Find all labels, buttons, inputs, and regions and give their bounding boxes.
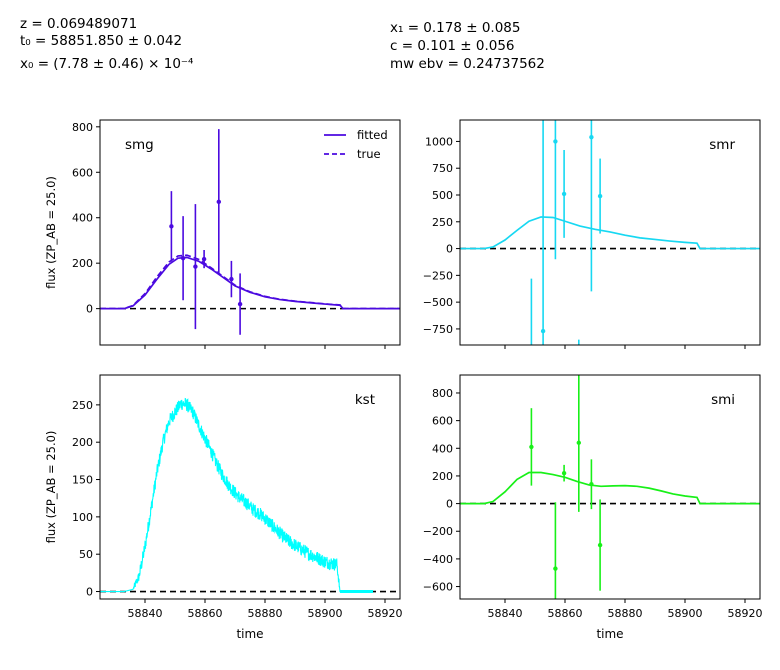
- data-point: [169, 224, 174, 229]
- data-point: [201, 256, 207, 262]
- axes-frame: [99, 119, 401, 346]
- y-tick-label: −250: [423, 269, 453, 282]
- data-point: [229, 276, 234, 282]
- data-point: [529, 354, 533, 358]
- y-tick-label: 600: [432, 415, 453, 428]
- y-tick-label: 250: [432, 216, 453, 229]
- data-point: [561, 470, 567, 476]
- data-point: [237, 301, 243, 307]
- y-tick-label: 150: [72, 474, 93, 487]
- y-axis-label: flux (ZP_AB = 25.0): [44, 431, 58, 544]
- band-label: smi: [711, 392, 735, 408]
- panel-smi: −600 −400 −200 0 200 400 600 800 58840 58860 58880…: [423, 374, 763, 641]
- data-point: [561, 191, 567, 197]
- data-point: [180, 255, 186, 261]
- y-tick-label: 0: [446, 243, 453, 256]
- legend: fitted true: [324, 128, 388, 161]
- y-tick-label: −600: [423, 581, 453, 594]
- x-tick-label: 58900: [308, 607, 343, 620]
- data-point: [553, 566, 558, 571]
- plot-area: [100, 397, 400, 594]
- x-tick-label: 58840: [128, 607, 163, 620]
- y-tick-label: 0: [446, 498, 453, 511]
- band-label: smr: [709, 137, 735, 153]
- y-tick-label: 200: [432, 470, 453, 483]
- x-tick-label: 58880: [248, 607, 283, 620]
- y-tick-label: 400: [72, 212, 93, 225]
- param-t0: t₀ = 58851.850 ± 0.042: [20, 33, 183, 49]
- data-point: [589, 134, 594, 140]
- param-mwebv: mw ebv = 0.24737562: [390, 56, 545, 72]
- y-tick-label: −500: [423, 296, 453, 309]
- panel-smr: −750 −500 −250 0 250 500 750 1000 smr: [423, 119, 761, 358]
- y-tick-label: 200: [72, 257, 93, 270]
- y-tick-label: 1000: [425, 135, 453, 148]
- plot-area: [460, 375, 760, 599]
- x-tick-label: 58880: [608, 607, 643, 620]
- param-c: c = 0.101 ± 0.056: [390, 38, 515, 54]
- band-label: smg: [125, 137, 154, 153]
- data-point: [193, 264, 198, 269]
- fit-parameters-header: z = 0.069489071 t₀ = 58851.850 ± 0.042 x…: [0, 0, 780, 110]
- data-point: [597, 193, 603, 199]
- y-tick-label: 0: [86, 303, 93, 316]
- data-point: [553, 139, 558, 144]
- y-tick-label: −750: [423, 323, 453, 336]
- x-axis-label: time: [236, 627, 263, 641]
- y-tick-label: 0: [86, 586, 93, 599]
- data-point: [589, 482, 594, 487]
- y-tick-label: 400: [432, 442, 453, 455]
- legend-label-fitted: fitted: [357, 128, 388, 142]
- x-tick-label: 58860: [548, 607, 583, 620]
- param-redshift: z = 0.069489071: [20, 16, 138, 32]
- x-tick-label: 58860: [188, 607, 223, 620]
- series-line-fitted: [460, 471, 760, 505]
- data-point: [576, 440, 581, 445]
- legend-label-true: true: [357, 147, 381, 161]
- y-tick-label: −400: [423, 553, 453, 566]
- y-tick-label: 50: [79, 548, 93, 561]
- series-line-fitted: [100, 256, 400, 310]
- axes-frame: [459, 374, 761, 600]
- x-tick-label: 58920: [368, 607, 403, 620]
- y-tick-label: 250: [72, 399, 93, 412]
- plot-area: [460, 120, 760, 358]
- y-tick-label: 100: [72, 511, 93, 524]
- data-point: [597, 542, 603, 548]
- y-tick-label: 800: [432, 387, 453, 400]
- x-tick-label: 58840: [488, 607, 523, 620]
- x-tick-label: 58920: [728, 607, 763, 620]
- series-line-true: [100, 254, 400, 310]
- series-line-fitted: [100, 397, 373, 593]
- y-tick-label: 750: [432, 162, 453, 175]
- axes-frame: [99, 374, 401, 600]
- y-tick-label: 800: [72, 121, 93, 134]
- y-tick-label: 600: [72, 166, 93, 179]
- plot-area: [100, 129, 400, 335]
- data-point: [216, 199, 221, 205]
- band-label: kst: [355, 392, 375, 408]
- y-axis-label: flux (ZP_AB = 25.0): [44, 176, 58, 289]
- x-axis-label: time: [596, 627, 623, 641]
- data-point: [529, 444, 534, 450]
- param-x1: x₁ = 0.178 ± 0.085: [390, 20, 521, 36]
- axes-frame: [459, 119, 761, 346]
- panel-kst: 0 50 100 150 200 250 58840 58860 58880 58900 58920…: [44, 374, 403, 641]
- panel-smg: 0 200 400 600 800 smg flux (ZP_AB = 25.0) fitte…: [44, 119, 401, 349]
- param-x0: x₀ = (7.78 ± 0.46) × 10⁻⁴: [20, 56, 194, 72]
- x-tick-label: 58900: [668, 607, 703, 620]
- series-line-fitted: [460, 216, 760, 250]
- data-point: [540, 328, 546, 334]
- y-tick-label: 500: [432, 189, 453, 202]
- y-tick-label: 200: [72, 436, 93, 449]
- y-tick-label: −200: [423, 525, 453, 538]
